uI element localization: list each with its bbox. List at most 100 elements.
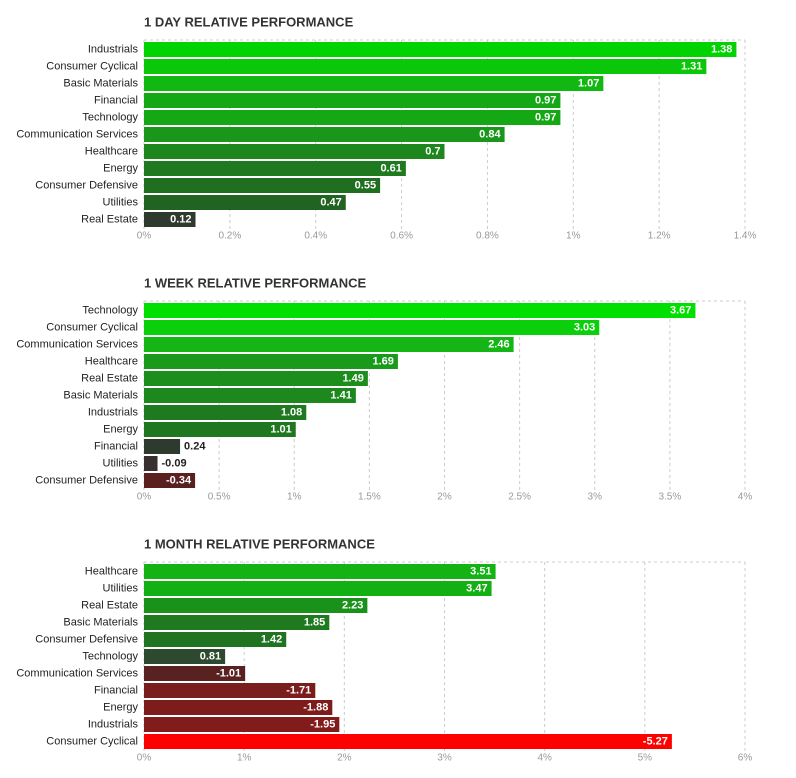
value-label: 0.7 [425,145,440,157]
bar [144,456,158,471]
bar [144,320,600,335]
category-label: Consumer Defensive [35,474,138,486]
category-label: Basic Materials [63,616,138,628]
bar [144,303,696,318]
chart-title: 1 DAY RELATIVE PERFORMANCE [144,14,354,29]
value-label: 0.47 [320,196,341,208]
value-label: 0.61 [380,162,401,174]
bar [144,59,707,74]
bar [144,473,196,488]
value-label: 0.81 [200,650,221,662]
value-label: 3.47 [466,582,487,594]
value-label: 1.85 [304,616,325,628]
bar [144,615,330,630]
category-label: Consumer Cyclical [46,60,138,72]
bar [144,581,492,596]
bar [144,564,496,579]
value-label: -1.88 [303,701,328,713]
value-label: 1.42 [261,633,282,645]
category-label: Healthcare [85,565,138,577]
bar [144,371,368,386]
category-label: Communication Services [16,128,138,140]
value-label: 1.07 [578,77,599,89]
bar [144,337,514,352]
category-label: Real Estate [81,599,138,611]
bar [144,161,406,176]
value-label: 1.01 [270,423,291,435]
x-tick-label: 1.4% [734,231,757,242]
x-tick-label: 1% [287,492,302,503]
bar [144,212,196,227]
bar [144,388,356,403]
value-label: 0.97 [535,94,556,106]
bar [144,354,398,369]
bar [144,422,296,437]
value-label: 2.46 [488,338,509,350]
value-label: 0.24 [184,440,206,452]
bar [144,178,381,193]
x-tick-label: 6% [738,753,753,764]
value-label: 2.23 [342,599,363,611]
category-label: Real Estate [81,372,138,384]
x-tick-label: 0.4% [304,231,327,242]
category-label: Industrials [88,406,139,418]
x-tick-label: 5% [638,753,653,764]
x-tick-label: 1.2% [648,231,671,242]
x-tick-label: 1% [566,231,581,242]
x-tick-label: 0% [137,231,152,242]
category-label: Communication Services [16,667,138,679]
x-tick-label: 0% [137,492,152,503]
bar [144,439,181,454]
bar [144,144,445,159]
category-label: Financial [94,440,138,452]
category-label: Utilities [103,196,139,208]
category-label: Utilities [103,457,139,469]
value-label: 1.69 [373,355,394,367]
category-label: Industrials [88,43,139,55]
category-label: Technology [82,111,138,123]
category-label: Consumer Cyclical [46,735,138,747]
value-label: -1.95 [310,718,335,730]
category-label: Consumer Cyclical [46,321,138,333]
category-label: Utilities [103,582,139,594]
bar [144,405,307,420]
category-label: Consumer Defensive [35,633,138,645]
bar [144,598,368,613]
category-label: Energy [103,162,138,174]
category-label: Energy [103,701,138,713]
bar [144,649,226,664]
bar [144,195,346,210]
x-tick-label: 3.5% [658,492,681,503]
value-label: -0.34 [166,474,192,486]
x-tick-label: 3% [437,753,452,764]
x-tick-label: 2.5% [508,492,531,503]
x-tick-label: 4% [738,492,753,503]
x-tick-label: 0% [137,753,152,764]
value-label: -1.01 [216,667,241,679]
category-label: Financial [94,94,138,106]
value-label: 1.49 [342,372,363,384]
value-label: 1.08 [281,406,302,418]
x-tick-label: 2% [437,492,452,503]
value-label: -1.71 [286,684,311,696]
x-tick-label: 3% [588,492,603,503]
value-label: 0.12 [170,213,191,225]
bar [144,76,604,91]
bar [144,42,737,57]
bar [144,632,287,647]
category-label: Technology [82,650,138,662]
category-label: Basic Materials [63,77,138,89]
value-label: 1.41 [330,389,351,401]
x-tick-label: 2% [337,753,352,764]
value-label: 0.84 [479,128,501,140]
category-label: Basic Materials [63,389,138,401]
category-label: Industrials [88,718,139,730]
chart-title: 1 WEEK RELATIVE PERFORMANCE [144,275,367,290]
value-label: 3.03 [574,321,595,333]
value-label: 3.67 [670,304,691,316]
category-label: Communication Services [16,338,138,350]
x-tick-label: 1% [237,753,252,764]
bar [144,717,340,732]
category-label: Real Estate [81,213,138,225]
